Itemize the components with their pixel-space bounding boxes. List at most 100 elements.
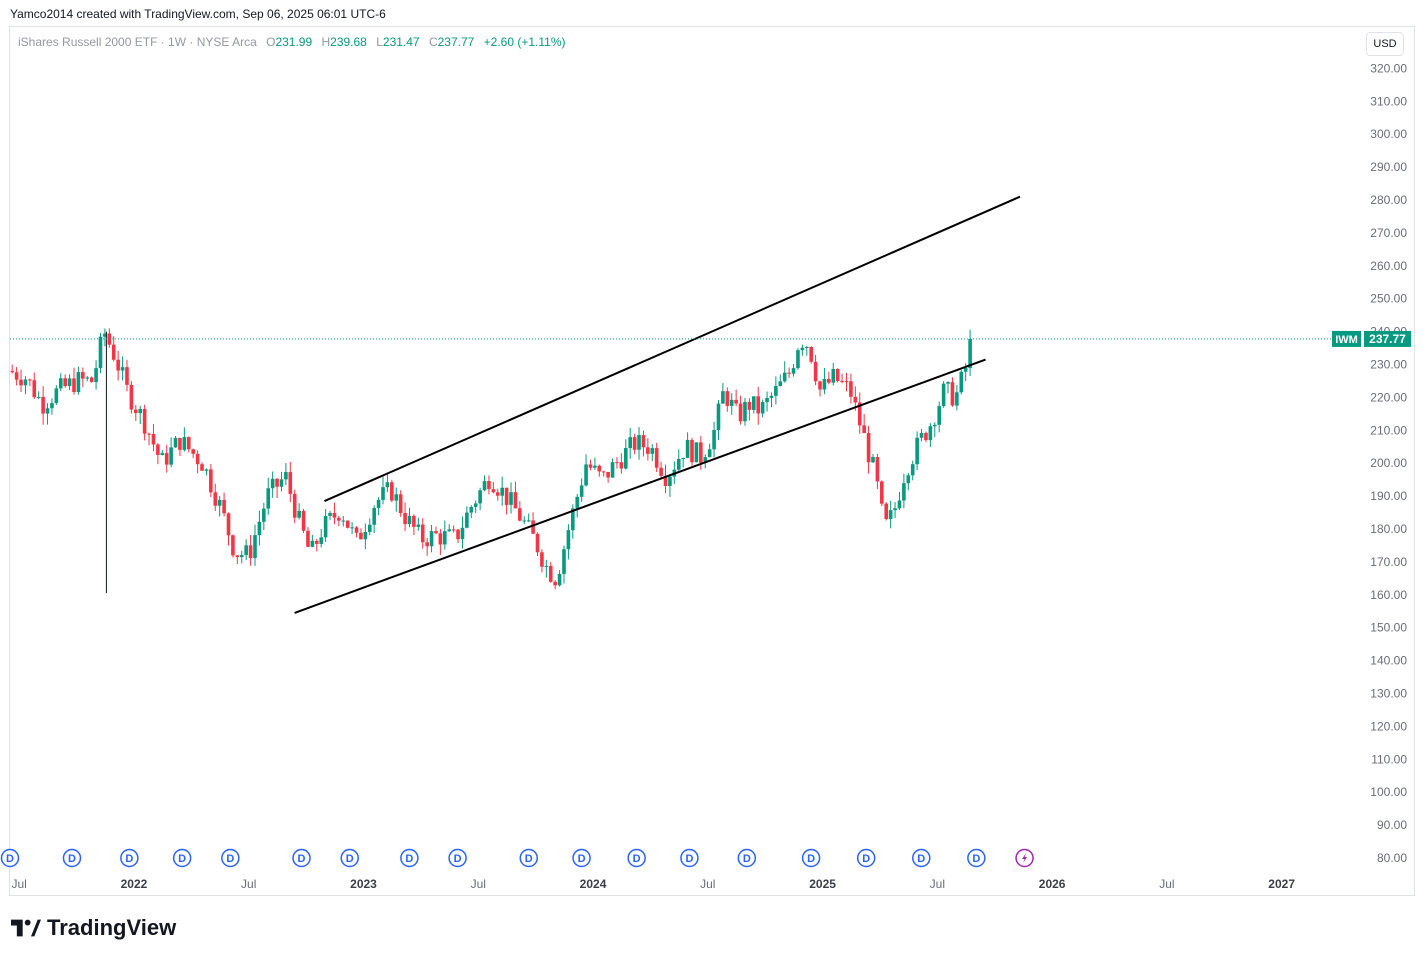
- open-label: O: [266, 35, 276, 49]
- candle-body: [407, 515, 412, 525]
- candle-body: [566, 530, 571, 550]
- candle-body: [385, 482, 390, 488]
- dividend-icon[interactable]: D: [737, 848, 757, 868]
- x-tick-label: Jul: [12, 877, 27, 891]
- high-label: H: [321, 35, 331, 49]
- candle-body: [610, 462, 615, 478]
- trendline-lower: [294, 358, 986, 614]
- candle-body: [306, 530, 310, 547]
- dividend-icon[interactable]: D: [448, 848, 467, 868]
- dividend-letter: D: [743, 853, 751, 865]
- dividend-icon[interactable]: D: [62, 848, 82, 868]
- candle-body: [941, 383, 946, 407]
- candle-body: [288, 472, 293, 494]
- y-tick-label: 150.00: [1370, 621, 1407, 635]
- candle-body: [76, 372, 81, 393]
- y-tick-label: 160.00: [1370, 588, 1407, 602]
- currency-button[interactable]: USD: [1366, 32, 1404, 56]
- candle-body: [871, 457, 875, 463]
- candle-body: [774, 386, 778, 396]
- dividend-icon[interactable]: D: [856, 848, 876, 868]
- dividend-letter: D: [685, 853, 693, 865]
- candle-body: [209, 469, 213, 493]
- dividend-icon[interactable]: D: [172, 848, 192, 868]
- candle-body: [151, 433, 156, 445]
- candle-body: [822, 379, 827, 390]
- candle-body: [465, 512, 469, 528]
- close-label: C: [428, 35, 438, 49]
- dividend-circle: [801, 848, 821, 868]
- candle-body: [359, 532, 363, 540]
- candle-body: [191, 449, 195, 454]
- dividend-icon[interactable]: D: [400, 848, 419, 868]
- candle-body: [381, 487, 385, 500]
- trendline-upper: [324, 195, 1021, 502]
- symbol-title[interactable]: iShares Russell 2000 ETF · 1W · NYSE Arc…: [18, 35, 257, 49]
- candle-body: [469, 507, 474, 513]
- split-icon[interactable]: [1015, 848, 1034, 868]
- y-tick-label: 290.00: [1370, 160, 1407, 174]
- dividend-icon[interactable]: D: [120, 848, 139, 868]
- candle-body: [897, 500, 902, 509]
- candle-body: [451, 529, 456, 531]
- y-tick-label: 130.00: [1370, 687, 1407, 701]
- candle-body: [323, 515, 328, 538]
- candle-body: [244, 545, 248, 556]
- price-axis[interactable]: 320.00 310.00 300.00 290.00 280.00 270.00 260.…: [1370, 61, 1407, 865]
- dividend-icon[interactable]: D: [221, 848, 240, 868]
- dividend-icon[interactable]: D: [627, 848, 646, 868]
- dividend-circle: [519, 848, 539, 868]
- candle-body: [376, 499, 381, 508]
- candle-body: [637, 435, 641, 450]
- candle-body: [125, 367, 129, 385]
- candle-body: [372, 507, 376, 525]
- dividend-icon[interactable]: D: [519, 848, 539, 868]
- candle-body: [36, 396, 41, 398]
- dividend-icon[interactable]: D: [0, 848, 20, 868]
- y-tick-label: 120.00: [1370, 719, 1407, 733]
- candle-body: [509, 492, 513, 505]
- dividend-icon[interactable]: D: [801, 848, 821, 868]
- time-axis[interactable]: Jul 2022 Jul 2023 Jul 2024 Jul 2025 Jul 2026 Jul 20…: [12, 877, 1296, 891]
- candle-body: [275, 478, 279, 487]
- dividend-icon[interactable]: D: [292, 848, 311, 868]
- tradingview-logo-icon: [11, 919, 41, 937]
- candle-body: [729, 399, 734, 406]
- candle-body: [593, 465, 597, 468]
- candle-body: [888, 510, 893, 520]
- candle-body: [681, 457, 685, 459]
- candle-body: [403, 513, 407, 525]
- y-tick-label: 210.00: [1370, 423, 1407, 437]
- candle-body: [827, 379, 831, 383]
- dividend-icon[interactable]: D: [572, 848, 591, 868]
- dividend-icon[interactable]: D: [967, 848, 986, 868]
- symbol-legend: iShares Russell 2000 ETF · 1W · NYSE Arc…: [18, 35, 566, 49]
- candle-body: [19, 379, 23, 386]
- dividend-icon[interactable]: D: [680, 848, 699, 868]
- candle-body: [89, 377, 94, 383]
- dividend-letter: D: [578, 853, 586, 865]
- candle-body: [398, 494, 403, 514]
- tradingview-logo[interactable]: TradingView: [11, 915, 176, 941]
- y-tick-label: 320.00: [1370, 61, 1407, 75]
- candle-body: [85, 377, 90, 379]
- dividend-icon[interactable]: D: [912, 848, 931, 868]
- tradingview-brand: TradingView: [47, 915, 177, 940]
- candle-body: [138, 408, 143, 414]
- candle-body: [703, 457, 708, 463]
- x-tick-label: 2023: [350, 877, 377, 891]
- dividend-icon[interactable]: D: [340, 848, 359, 868]
- ticker-tag-label: IWM: [1335, 334, 1358, 346]
- candle-body: [531, 520, 535, 534]
- candle-body: [932, 424, 937, 427]
- y-tick-label: 90.00: [1377, 818, 1407, 832]
- dividend-circle: [400, 848, 419, 868]
- candle-body: [659, 467, 663, 476]
- dividend-letter: D: [405, 853, 413, 865]
- lightning-icon: [1022, 853, 1028, 863]
- trendlines[interactable]: [294, 195, 1021, 614]
- candle-body: [849, 381, 853, 397]
- candle-body: [239, 555, 244, 558]
